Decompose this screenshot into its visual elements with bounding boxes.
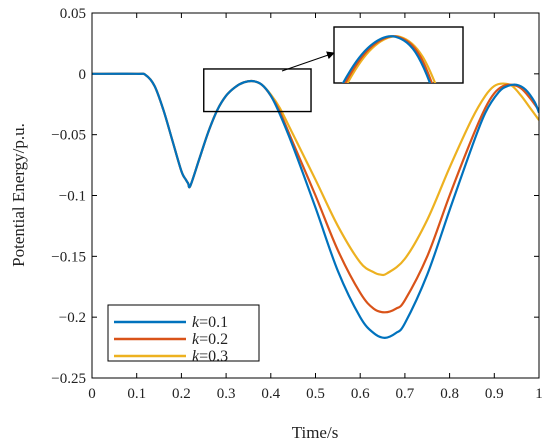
- x-tick-label: 0.4: [261, 386, 280, 402]
- series-line: [92, 72, 539, 339]
- y-tick-label: −0.1: [59, 189, 86, 205]
- x-tick-label: 0.3: [217, 386, 236, 402]
- x-tick-label: 0: [88, 386, 96, 402]
- x-axis-title: Time/s: [292, 423, 339, 442]
- y-tick-label: −0.05: [51, 128, 86, 144]
- series-group: [92, 72, 539, 339]
- x-tick-label: 1: [535, 386, 543, 402]
- y-tick-label: −0.25: [51, 371, 86, 387]
- legend: k=0.1k=0.2k=0.3: [107, 304, 260, 365]
- y-tick-label: −0.15: [51, 249, 86, 265]
- legend-label: k=0.1: [192, 314, 228, 331]
- y-axis-title: Potential Energy/p.u.: [9, 123, 28, 267]
- x-tick-label: 0.8: [440, 386, 459, 402]
- x-tick-label: 0.5: [306, 386, 325, 402]
- x-tick-label: 0.2: [172, 386, 191, 402]
- x-tick-label: 0.7: [396, 386, 415, 402]
- legend-label: k=0.3: [192, 348, 228, 365]
- series-line: [92, 72, 539, 314]
- x-tick-label: 0.6: [351, 386, 370, 402]
- inset-series-group: [341, 35, 437, 83]
- plot-frame: [91, 12, 540, 379]
- series-line: [92, 72, 539, 277]
- x-tick-labels: 0 0.1 0.2 0.3 0.4 0.5 0.6 0.7 0.8 0.9 1: [88, 386, 543, 402]
- legend-label: k=0.2: [192, 331, 228, 348]
- y-tick-labels: 0.05 0 −0.05 −0.1 −0.15 −0.2 −0.25: [51, 6, 86, 387]
- zoom-region-box: [203, 68, 312, 113]
- inset-series-line: [341, 35, 432, 83]
- y-tick-label: 0.05: [60, 6, 86, 22]
- legend-box: [107, 304, 260, 362]
- x-tick-label: 0.9: [485, 386, 504, 402]
- y-tick-label: 0: [79, 67, 87, 83]
- x-tick-label: 0.1: [127, 386, 146, 402]
- y-tick-label: −0.2: [59, 310, 86, 326]
- zoom-arrow: [281, 51, 335, 72]
